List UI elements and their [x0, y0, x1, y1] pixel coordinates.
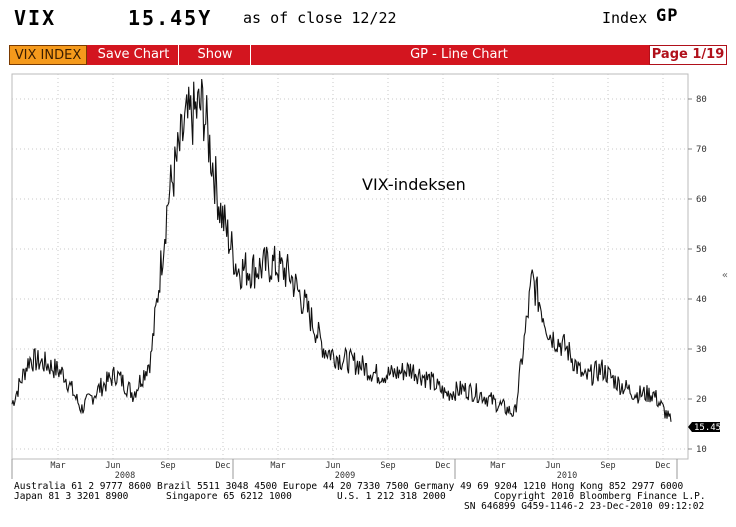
- x-month-label: Sep: [600, 461, 615, 471]
- save-chart-button[interactable]: Save Chart: [89, 45, 179, 65]
- last-value-label: 15.45: [694, 423, 721, 433]
- x-month-label: Mar: [490, 461, 505, 471]
- footer: Australia 61 2 9777 8600 Brazil 5511 304…: [0, 480, 736, 527]
- y-tick-label: 10: [696, 445, 707, 455]
- function-code: GP: [656, 6, 679, 26]
- y-tick-label: 20: [696, 395, 707, 405]
- x-month-label: Dec: [435, 461, 450, 471]
- footer-session-id: SN 646899 G459-1146-2 23-Dec-2010 09:12:…: [464, 501, 705, 512]
- footer-contact-us: U.S. 1 212 318 2000: [337, 491, 446, 502]
- x-month-label: Mar: [50, 461, 65, 471]
- y-tick-label: 80: [696, 95, 707, 105]
- x-month-label: Sep: [380, 461, 395, 471]
- y-tick-label: 70: [696, 145, 707, 155]
- x-month-label: Dec: [215, 461, 230, 471]
- chart-grid: [11, 73, 689, 460]
- chart-annotation: VIX-indeksen: [362, 175, 466, 194]
- x-month-label: Jun: [325, 461, 340, 471]
- x-year-label: 2009: [335, 471, 355, 481]
- footer-contacts-line1: Australia 61 2 9777 8600 Brazil 5511 304…: [14, 481, 684, 492]
- line-chart: 10 20 30 40 50 60 70 80 Mar Jun Sep Dec Mar Jun Sep De…: [11, 73, 728, 481]
- function-toolbar: VIX INDEX Save Chart Show GP - Line Char…: [9, 45, 727, 65]
- plot-frame: [11, 73, 689, 460]
- footer-copyright: Copyright 2010 Bloomberg Finance L.P.: [494, 491, 706, 502]
- scroll-right-icon[interactable]: «: [722, 270, 728, 281]
- x-year-label: 2008: [115, 471, 135, 481]
- y-tick-label: 60: [696, 195, 707, 205]
- footer-contact-japan: Japan 81 3 3201 8900: [14, 491, 129, 502]
- x-month-label: Jun: [105, 461, 120, 471]
- x-month-label: Jun: [545, 461, 560, 471]
- quote-header: VIX 15.45Y as of close 12/22 Index GP: [0, 0, 736, 40]
- index-label: Index: [602, 9, 648, 27]
- y-tick-label: 50: [696, 245, 707, 255]
- vix-series-line: [11, 78, 672, 422]
- show-button[interactable]: Show: [180, 45, 251, 65]
- security-tab[interactable]: VIX INDEX: [9, 45, 87, 65]
- x-month-label: Sep: [160, 461, 175, 471]
- x-month-label: Dec: [655, 461, 670, 471]
- page-indicator[interactable]: Page 1/19: [649, 45, 727, 65]
- last-value-marker: 15.45: [688, 422, 721, 433]
- x-month-label: Mar: [270, 461, 285, 471]
- x-axis: Mar Jun Sep Dec Mar Jun Sep Dec Mar Jun Sep Dec 2008…: [11, 459, 678, 481]
- as-of-date: as of close 12/22: [243, 9, 397, 27]
- y-axis: 10 20 30 40 50 60 70 80: [688, 95, 707, 455]
- y-tick-label: 40: [696, 295, 707, 305]
- last-price: 15.45Y: [128, 6, 213, 30]
- footer-contact-singapore: Singapore 65 6212 1000: [166, 491, 292, 502]
- x-year-label: 2010: [557, 471, 577, 481]
- ticker-symbol: VIX: [14, 6, 57, 30]
- chart-title: GP - Line Chart: [410, 47, 508, 62]
- y-tick-label: 30: [696, 345, 707, 355]
